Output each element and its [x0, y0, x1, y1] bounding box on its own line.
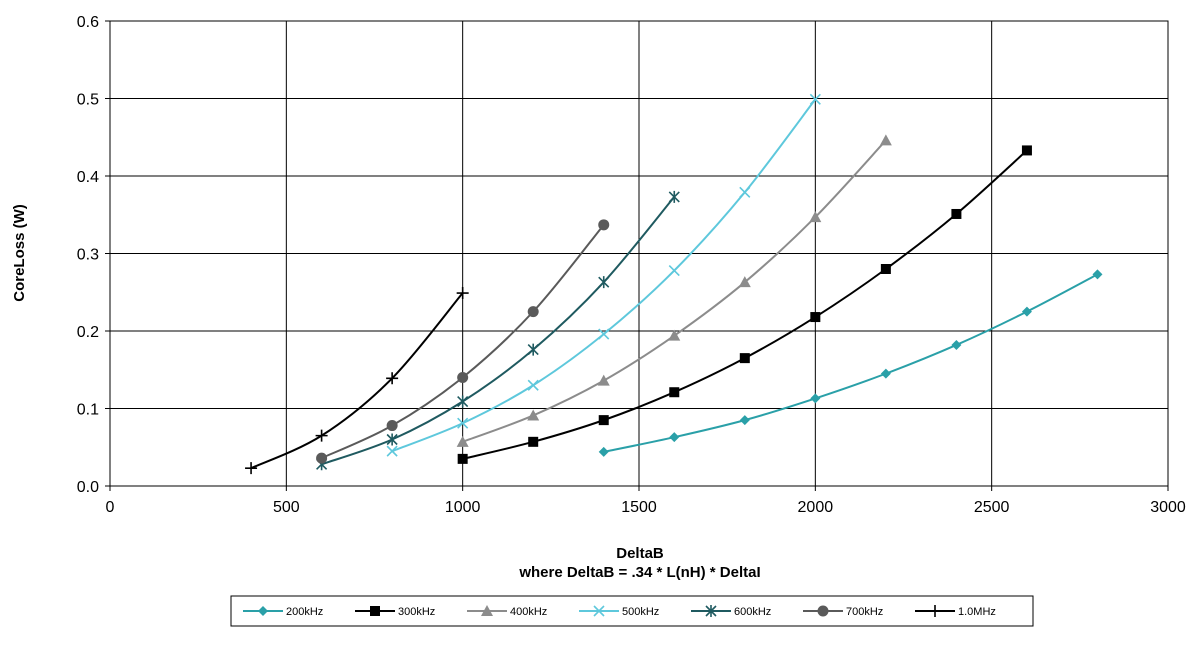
grid-lines	[110, 21, 1168, 486]
data-point-300khz	[951, 208, 962, 219]
data-point-200khz	[880, 368, 891, 379]
data-point-200khz	[669, 432, 680, 443]
series-line-1-0mhz	[250, 292, 464, 470]
data-point-500khz	[527, 379, 539, 391]
data-point-200khz	[1092, 269, 1103, 280]
legend-label: 500kHz	[622, 606, 659, 618]
data-point-600khz	[527, 343, 539, 356]
series-line-300khz	[462, 149, 1028, 460]
legend-marker	[370, 606, 380, 616]
legend-marker	[481, 605, 493, 616]
legend-label: 400kHz	[510, 606, 547, 618]
legend-marker	[817, 605, 829, 617]
legend-item-600khz: 600kHz	[691, 605, 771, 618]
data-point-500khz	[457, 417, 469, 429]
legend-label: 300kHz	[398, 606, 435, 618]
legend-item-700khz: 700kHz	[803, 605, 883, 618]
data-point-600khz	[598, 276, 610, 289]
data-point-700khz	[457, 372, 469, 383]
legend-item-400khz: 400kHz	[467, 605, 547, 618]
series-group	[245, 93, 1103, 475]
data-point-500khz	[598, 328, 610, 340]
data-point-1-0mhz	[245, 462, 258, 475]
x-tick-label: 1500	[621, 499, 657, 516]
data-point-1-0mhz	[456, 287, 469, 300]
y-axis-title: CoreLoss (W)	[11, 204, 28, 302]
data-point-700khz	[527, 306, 539, 318]
data-point-1-0mhz	[386, 372, 399, 385]
legend-marker	[258, 606, 268, 616]
data-point-400khz	[738, 276, 751, 288]
data-point-700khz	[316, 452, 328, 464]
y-tick-label: 0.0	[77, 479, 99, 496]
x-tick-label: 1000	[445, 499, 481, 516]
x-axis-ticks: 0 500 1000 1500 2000 2500 3000	[106, 486, 1186, 516]
x-tick-label: 2500	[974, 499, 1010, 516]
series-line-200khz	[603, 273, 1098, 453]
data-point-600khz	[668, 190, 680, 203]
y-tick-label: 0.2	[77, 324, 99, 341]
legend-label: 600kHz	[734, 606, 771, 618]
data-point-400khz	[668, 329, 681, 341]
x-tick-label: 500	[273, 499, 300, 516]
data-point-300khz	[598, 415, 609, 426]
x-tick-label: 2000	[798, 499, 834, 516]
data-point-500khz	[668, 264, 680, 277]
data-point-500khz	[739, 186, 751, 198]
data-point-200khz	[810, 393, 821, 404]
legend-item-300khz: 300kHz	[355, 606, 435, 618]
legend: 200kHz 300kHz 400kHz 500kHz 600kHz 700kHz 1.0M…	[243, 605, 996, 618]
legend-label: 200kHz	[286, 606, 323, 618]
x-axis-subtitle: where DeltaB = .34 * L(nH) * DeltaI	[518, 564, 760, 581]
series-1-0mhz	[245, 287, 469, 475]
data-point-700khz	[598, 219, 610, 231]
series-500khz	[386, 93, 821, 457]
data-point-200khz	[739, 415, 750, 426]
data-point-1-0mhz	[315, 429, 328, 442]
data-point-200khz	[951, 339, 962, 350]
series-700khz	[316, 219, 610, 464]
x-tick-label: 3000	[1150, 499, 1186, 516]
data-point-300khz	[457, 453, 468, 464]
y-axis-ticks: 0.0 0.1 0.2 0.3 0.4 0.5 0.6	[77, 14, 110, 496]
data-point-300khz	[739, 353, 750, 364]
series-300khz	[457, 145, 1032, 464]
data-point-400khz	[809, 211, 822, 223]
data-point-200khz	[598, 446, 609, 457]
data-point-300khz	[810, 312, 821, 323]
legend-item-200khz: 200kHz	[243, 606, 323, 618]
legend-label: 1.0MHz	[958, 606, 996, 618]
y-tick-label: 0.5	[77, 92, 99, 109]
legend-item-500khz: 500kHz	[579, 605, 659, 618]
data-point-600khz	[457, 395, 469, 408]
legend-marker	[929, 605, 941, 617]
data-point-300khz	[669, 387, 680, 398]
data-point-300khz	[1021, 145, 1032, 156]
data-point-400khz	[456, 435, 469, 447]
data-point-300khz	[528, 436, 539, 447]
data-point-400khz	[527, 409, 540, 421]
data-point-200khz	[1021, 306, 1032, 317]
data-point-300khz	[880, 264, 891, 274]
data-point-500khz	[809, 93, 821, 105]
y-tick-label: 0.3	[77, 247, 99, 264]
data-point-600khz	[386, 433, 398, 446]
y-tick-label: 0.6	[77, 14, 99, 31]
y-tick-label: 0.1	[77, 402, 99, 419]
data-point-700khz	[386, 420, 398, 432]
x-axis-title: DeltaB	[616, 545, 664, 562]
legend-marker	[705, 605, 717, 617]
x-tick-label: 0	[106, 499, 115, 516]
legend-item-1-0mhz: 1.0MHz	[915, 605, 996, 618]
data-point-500khz	[386, 445, 398, 457]
y-tick-label: 0.4	[77, 169, 99, 186]
legend-marker	[593, 605, 605, 617]
series-200khz	[598, 269, 1103, 457]
legend-label: 700kHz	[846, 606, 883, 618]
series-400khz	[456, 134, 892, 447]
data-point-400khz	[597, 374, 610, 386]
data-point-400khz	[879, 134, 892, 146]
